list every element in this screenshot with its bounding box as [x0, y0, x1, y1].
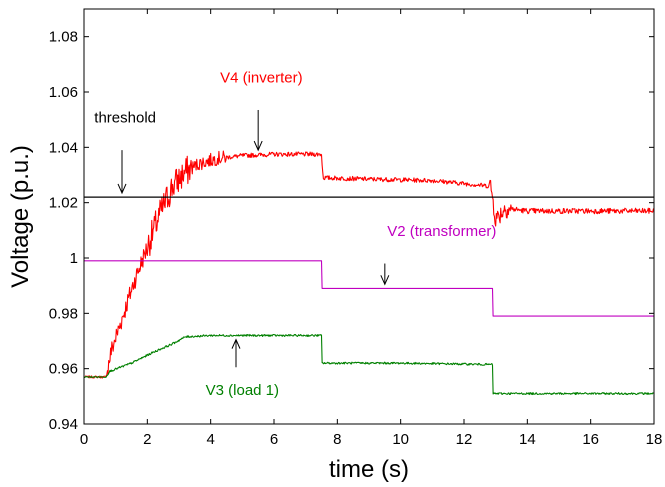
annotation-label: V3 (load 1): [206, 382, 279, 399]
x-axis-title: time (s): [329, 456, 409, 483]
y-tick-label: 0.96: [49, 361, 78, 378]
x-tick-label: 10: [392, 431, 409, 448]
y-tick-label: 0.98: [49, 305, 78, 322]
y-tick-label: 1.06: [49, 84, 78, 101]
x-tick-label: 16: [582, 431, 599, 448]
arrow-head: [117, 183, 127, 195]
y-tick-label: 1: [70, 250, 78, 267]
y-tick-label: 1.02: [49, 195, 78, 212]
x-tick-label: 2: [143, 431, 151, 448]
plot-area: [84, 9, 654, 424]
series-line-1: [84, 150, 654, 379]
annotation-label: V2 (transformer): [387, 223, 496, 240]
y-tick-label: 1.08: [49, 29, 78, 46]
x-tick-label: 8: [333, 431, 341, 448]
series-line-3: [84, 333, 654, 396]
x-tick-label: 6: [270, 431, 278, 448]
y-tick-label: 1.04: [49, 139, 78, 156]
annotation-label: threshold: [94, 109, 156, 126]
arrow-head: [253, 140, 263, 152]
series-line-2: [84, 260, 654, 317]
arrow-head: [380, 275, 390, 286]
annotation-label: V4 (inverter): [220, 69, 303, 86]
plot-frame: [83, 8, 655, 425]
y-axis-title: Voltage (p.u.): [7, 145, 34, 288]
x-tick-label: 12: [456, 431, 473, 448]
y-tick-label: 0.94: [49, 416, 78, 433]
x-tick-label: 4: [206, 431, 214, 448]
x-tick-label: 18: [646, 431, 663, 448]
x-tick-label: 14: [519, 431, 536, 448]
x-tick-label: 0: [80, 431, 88, 448]
arrow-head: [231, 338, 241, 349]
